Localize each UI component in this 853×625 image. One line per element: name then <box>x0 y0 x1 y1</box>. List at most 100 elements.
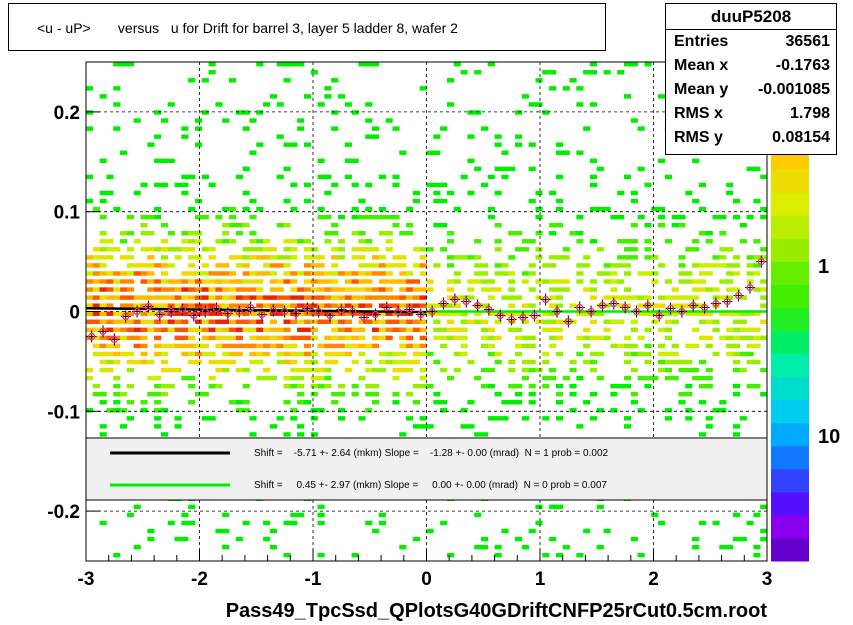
heatmap-cell <box>160 367 169 373</box>
profile-point <box>292 309 300 318</box>
heatmap-cell <box>167 343 175 349</box>
heatmap-cell <box>589 287 598 292</box>
heatmap-cell <box>487 62 495 67</box>
heatmap-cell <box>692 295 700 300</box>
heatmap-cell <box>698 520 707 526</box>
heatmap-cell <box>283 351 291 357</box>
heatmap-cell <box>589 295 598 300</box>
heatmap-cell <box>576 351 584 357</box>
heatmap-cell <box>487 174 495 180</box>
heatmap-cell <box>440 126 448 131</box>
heatmap-cell <box>746 263 754 268</box>
heatmap-cell <box>644 343 652 349</box>
heatmap-cell <box>249 359 257 365</box>
heatmap-cell <box>99 198 107 204</box>
heatmap-cell <box>508 359 516 365</box>
heatmap-cell <box>331 78 339 83</box>
heatmap-cell <box>215 343 223 349</box>
heatmap-cell <box>726 311 734 316</box>
palette-segment <box>771 537 809 562</box>
heatmap-cell <box>86 174 94 180</box>
heatmap-cell <box>249 432 257 437</box>
heatmap-cell <box>181 190 189 196</box>
heatmap-cell <box>351 255 359 260</box>
heatmap-cell <box>549 504 557 510</box>
heatmap-cell <box>344 174 352 180</box>
heatmap-cell <box>181 174 189 180</box>
heatmap-cell <box>351 295 359 300</box>
heatmap-cell <box>358 271 366 276</box>
heatmap-cell <box>630 118 638 123</box>
heatmap-cell <box>99 214 107 220</box>
heatmap-cell <box>467 158 475 164</box>
heatmap-cell <box>344 303 352 308</box>
heatmap-cell <box>188 263 196 268</box>
x-tick-label: -2 <box>191 569 208 590</box>
heatmap-cell <box>99 190 107 196</box>
heatmap-cell <box>658 343 666 349</box>
heatmap-cell <box>617 263 625 268</box>
heatmap-cell <box>160 182 169 188</box>
heatmap-cell <box>480 335 489 341</box>
heatmap-cell <box>303 198 312 204</box>
heatmap-cell <box>480 432 489 437</box>
heatmap-cell <box>188 520 196 526</box>
heatmap-cell <box>331 303 339 308</box>
heatmap-cell <box>419 367 427 373</box>
heatmap-cell <box>576 311 584 316</box>
heatmap-cell <box>494 166 502 172</box>
heatmap-cell <box>378 255 386 260</box>
heatmap-cell <box>99 231 107 236</box>
heatmap-cell <box>474 512 482 518</box>
heatmap-cell <box>140 343 148 349</box>
heatmap-cell <box>222 279 230 284</box>
axes: -3 -2 -1 0 1 2 3-0.2-0.100.10.2 <box>47 103 772 590</box>
heatmap-cell <box>440 343 448 349</box>
heatmap-cell <box>467 279 475 284</box>
heatmap-cell <box>760 247 767 252</box>
heatmap-cell <box>263 263 271 268</box>
profile-points <box>86 255 767 346</box>
heatmap-cell <box>337 271 346 276</box>
heatmap-cell <box>113 287 121 292</box>
heatmap-cell <box>310 295 318 300</box>
heatmap-cell <box>283 222 291 228</box>
heatmap-cell <box>365 118 373 123</box>
heatmap-cell <box>365 62 373 67</box>
plot-title-box: <u - uP> versus u for Drift for barrel 3… <box>8 3 606 51</box>
heatmap-cell <box>154 279 162 284</box>
heatmap-cell <box>623 335 632 341</box>
heatmap-cell <box>317 158 325 164</box>
heatmap-cell <box>222 335 230 341</box>
heatmap-cell <box>521 359 529 365</box>
heatmap-cell <box>623 255 632 260</box>
heatmap-cell <box>753 343 761 349</box>
heatmap-cell <box>256 303 264 308</box>
heatmap-cell <box>692 367 700 373</box>
heatmap-cell <box>106 351 114 357</box>
heatmap-cell <box>229 214 237 220</box>
heatmap-cell <box>235 110 243 115</box>
heatmap-cell <box>358 287 366 292</box>
heatmap-cell <box>378 206 386 212</box>
heatmap-cell <box>140 311 148 316</box>
heatmap-cell <box>732 287 741 292</box>
heatmap-cell <box>188 327 196 333</box>
heatmap-cell <box>201 319 209 324</box>
heatmap-cell <box>86 375 94 381</box>
heatmap-cell <box>760 504 767 510</box>
heatmap-cell <box>215 271 223 276</box>
profile-point <box>746 283 754 292</box>
heatmap-cell <box>719 214 727 220</box>
heatmap-cell <box>174 287 182 292</box>
heatmap-cell <box>256 375 264 381</box>
heatmap-cell <box>419 295 427 300</box>
heatmap-cell <box>194 231 203 236</box>
stats-divider <box>666 29 836 30</box>
heatmap-cell <box>331 359 339 365</box>
heatmap-cell <box>412 343 420 349</box>
heatmap-cell <box>276 279 284 284</box>
heatmap-cell <box>222 327 230 333</box>
heatmap-cell <box>188 206 196 212</box>
heatmap-cell <box>126 400 134 405</box>
